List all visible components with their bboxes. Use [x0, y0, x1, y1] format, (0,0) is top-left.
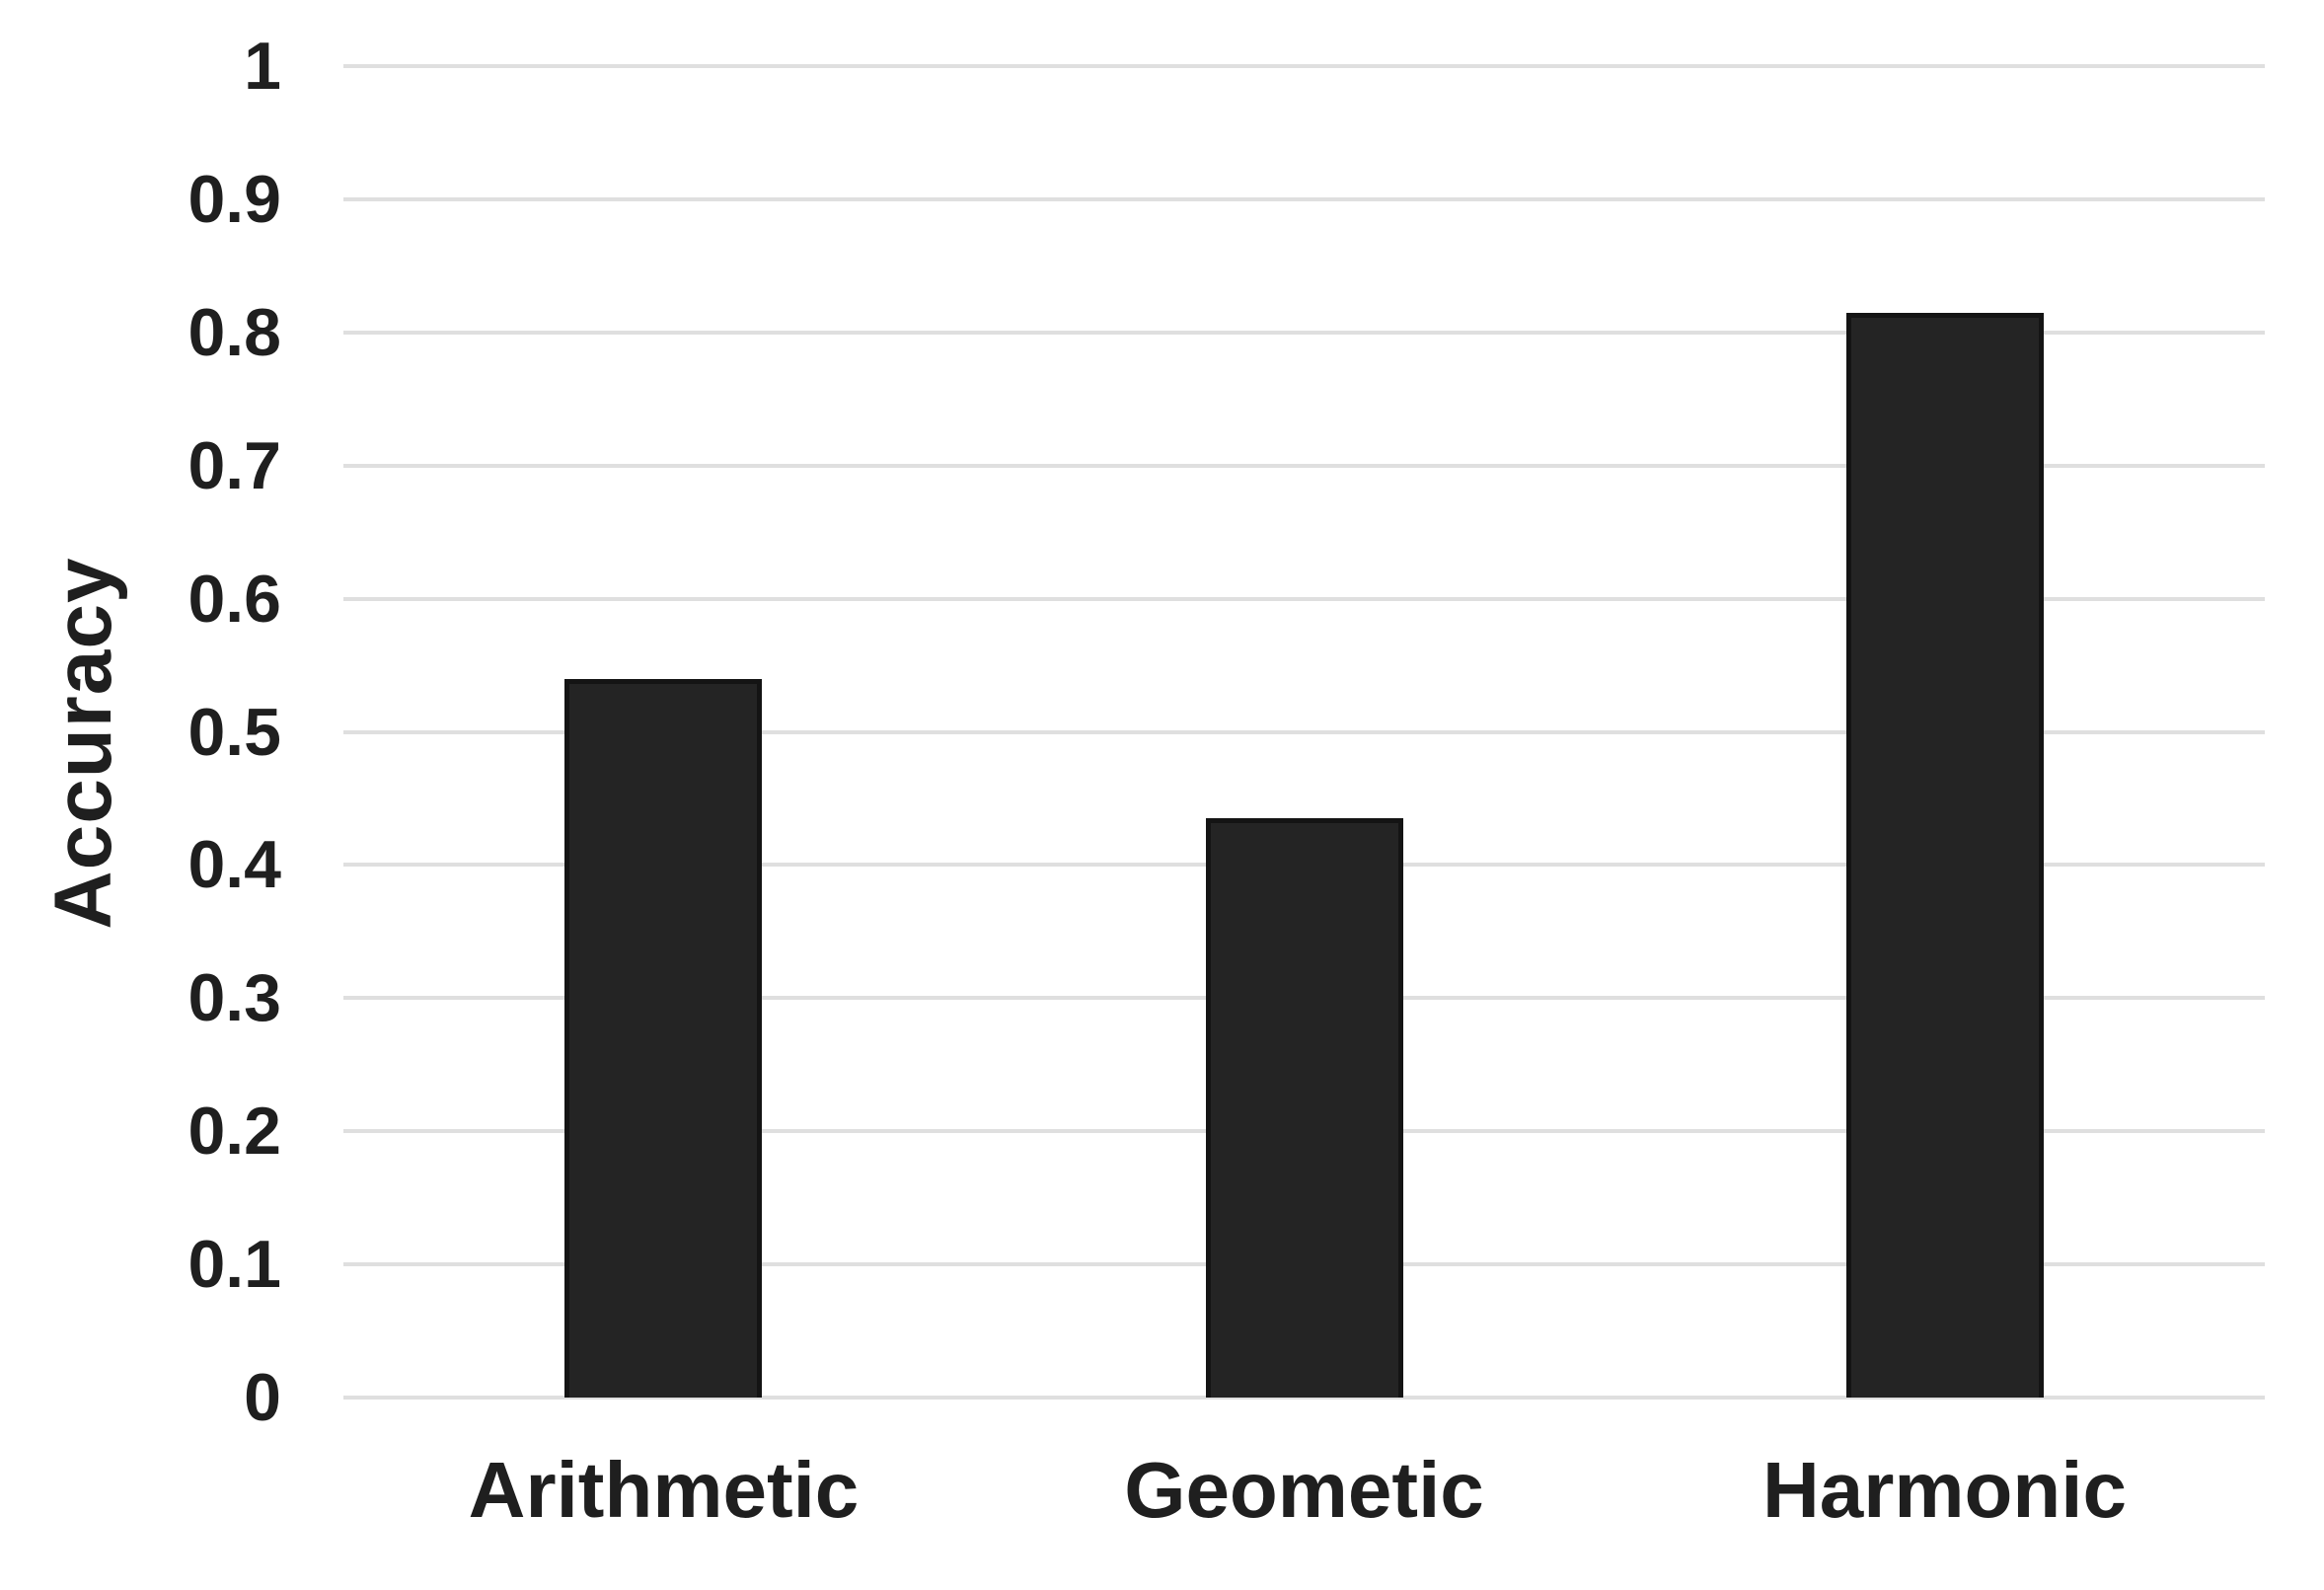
- y-axis-ticks: 0 0.1 0.2 0.3 0.4 0.5 0.6 0.7 0.8 0.9 1: [0, 33, 281, 1431]
- gridline-0: [343, 1396, 2265, 1400]
- y-tick-label-0.3: 0.3: [187, 960, 281, 1036]
- bar-arithmetic: [564, 678, 763, 1398]
- bar-harmonic: [1845, 312, 2044, 1398]
- y-tick-label-0: 0: [244, 1360, 281, 1435]
- y-tick-label-0.4: 0.4: [187, 827, 281, 903]
- plot-area: [343, 64, 2265, 1400]
- y-tick-label-0.9: 0.9: [187, 161, 281, 237]
- x-axis-labels: Arithmetic Geometic Harmonic: [343, 1443, 2265, 1571]
- y-tick-label-0.6: 0.6: [187, 561, 281, 637]
- gridline-0.9: [343, 196, 2265, 201]
- x-category-label-harmonic: Harmonic: [1762, 1446, 2127, 1534]
- gridline-0.8: [343, 330, 2265, 335]
- y-tick-label-0.5: 0.5: [187, 694, 281, 770]
- x-category-label-geometic: Geometic: [1124, 1446, 1484, 1534]
- y-tick-label-0.8: 0.8: [187, 294, 281, 370]
- gridline-1: [343, 64, 2265, 68]
- x-category-label-arithmetic: Arithmetic: [468, 1446, 860, 1534]
- y-tick-label-0.2: 0.2: [187, 1094, 281, 1170]
- y-tick-label-0.7: 0.7: [187, 427, 281, 503]
- gridline-0.5: [343, 729, 2265, 734]
- bar-geometic: [1205, 818, 1403, 1398]
- y-tick-label-0.1: 0.1: [187, 1227, 281, 1303]
- y-tick-label-1: 1: [244, 29, 281, 104]
- gridline-0.7: [343, 463, 2265, 468]
- gridline-0.6: [343, 596, 2265, 601]
